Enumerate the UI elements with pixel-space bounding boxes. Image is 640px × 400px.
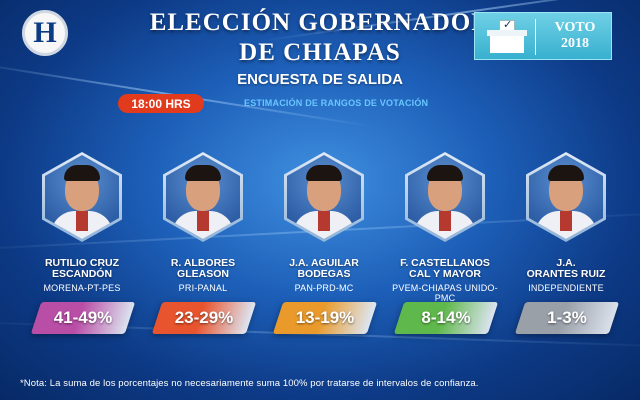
- candidate-name: F. CASTELLANOS CAL Y MAYOR: [400, 257, 490, 280]
- badge-text: VOTO 2018: [541, 20, 609, 52]
- candidate-party: MORENA-PT-PES: [43, 283, 121, 293]
- candidate-photo-frame: [284, 152, 364, 242]
- candidate-party: PVEM-CHIAPAS UNIDO-PMC: [392, 283, 498, 303]
- candidate-photo-frame: [405, 152, 485, 242]
- vote-2018-badge: ✓ VOTO 2018: [474, 12, 612, 60]
- candidate-party: PAN-PRD-MC: [294, 283, 354, 293]
- candidate-party: PRI-PANAL: [178, 283, 228, 293]
- candidate-name: R. ALBORES GLEASON: [170, 257, 236, 280]
- page-title: ELECCIÓN GOBERNADOR: [149, 9, 491, 36]
- subtitle: ENCUESTA DE SALIDA: [237, 71, 403, 88]
- candidate-photo: [45, 155, 119, 239]
- candidate-party: INDEPENDIENTE: [528, 283, 604, 293]
- page-title-line2: DE CHIAPAS: [239, 39, 401, 66]
- candidate-photo: [287, 155, 361, 239]
- candidate-photo-frame: [42, 152, 122, 242]
- badge-line1: VOTO: [554, 20, 596, 35]
- badge-line2: 2018: [561, 36, 589, 51]
- range-value: 8-14%: [421, 308, 471, 327]
- brand-logo: H: [22, 10, 68, 56]
- candidate-photo-frame: [163, 152, 243, 242]
- candidate-photo: [166, 155, 240, 239]
- time-badge: 18:00 HRS: [118, 94, 204, 113]
- ballot-box-icon: ✓: [487, 19, 527, 53]
- candidate-name: J.A. ORANTES RUIZ: [526, 257, 606, 280]
- candidate-name: RUTILIO CRUZ ESCANDÓN: [44, 257, 120, 280]
- candidate-name: J.A. AGUILAR BODEGAS: [289, 257, 359, 280]
- candidate-photo: [408, 155, 482, 239]
- footnote: *Nota: La suma de los porcentajes no nec…: [20, 378, 479, 389]
- badge-divider: [535, 19, 536, 55]
- candidate-photo-frame: [526, 152, 606, 242]
- range-value: 23-29%: [174, 308, 234, 327]
- estimation-label: ESTIMACIÓN DE RANGOS DE VOTACIÓN: [244, 98, 429, 108]
- range-value: 13-19%: [295, 308, 355, 327]
- range-value: 41-49%: [53, 308, 113, 327]
- range-value: 1-3%: [547, 308, 587, 327]
- candidate-photo: [529, 155, 603, 239]
